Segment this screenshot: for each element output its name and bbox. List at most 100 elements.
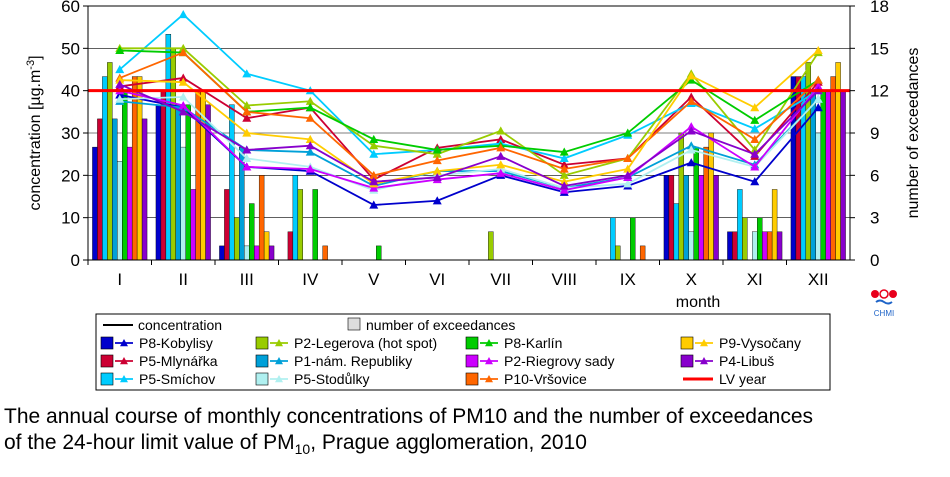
concentration-point — [559, 177, 569, 186]
concentration-point — [813, 45, 823, 55]
concentration-point — [178, 73, 188, 82]
legend-label: P10-Vršovice — [504, 371, 587, 387]
exceedance-bar — [258, 175, 265, 261]
x-tick-label: I — [117, 270, 122, 289]
y-tick-label: 50 — [61, 39, 80, 58]
legend-bar-swatch — [680, 354, 694, 368]
y2-tick-label: 3 — [870, 209, 879, 228]
concentration-point — [686, 141, 696, 150]
exceedance-bar — [673, 203, 680, 261]
caption-line-2: of the 24-hour limit value of PM10, Prag… — [4, 430, 944, 462]
concentration-point — [242, 162, 252, 171]
concentration-point — [178, 43, 188, 52]
concentration-point — [369, 134, 379, 143]
legend-label: concentration — [138, 317, 222, 333]
concentration-line — [119, 83, 819, 187]
exceedance-bar — [122, 90, 128, 261]
exceedance-bar — [249, 203, 255, 261]
x-tick-label: VII — [490, 270, 511, 289]
concentration-point — [178, 100, 188, 110]
concentration-point — [369, 177, 379, 186]
concentration-point — [242, 100, 252, 110]
concentration-point — [432, 149, 442, 158]
exceedance-bar — [683, 175, 689, 261]
concentration-point — [305, 164, 315, 173]
concentration-point — [559, 185, 569, 194]
y2-tick-label: 18 — [870, 0, 889, 16]
exceedance-bar — [752, 231, 758, 261]
concentration-point — [115, 90, 125, 99]
concentration-point — [432, 156, 442, 165]
legend-bar-swatch — [100, 354, 114, 368]
concentration-point — [623, 128, 633, 137]
concentration-point — [178, 107, 188, 116]
concentration-point — [686, 126, 696, 135]
exceedance-bar — [141, 118, 148, 261]
concentration-point — [750, 115, 760, 124]
exceedance-bar — [131, 76, 138, 261]
y2-tick-label: 0 — [870, 251, 879, 270]
x-tick-label: IV — [302, 270, 319, 289]
concentration-point — [813, 94, 823, 103]
concentration-point — [305, 96, 315, 105]
exceedance-bar — [703, 146, 709, 261]
x-tick-label: III — [240, 270, 254, 289]
y-tick-label: 20 — [61, 166, 80, 185]
concentration-point — [432, 145, 442, 154]
legend-label: P2-Riegrovy sady — [504, 353, 615, 369]
concentration-point — [432, 166, 442, 175]
concentration-point — [242, 113, 252, 122]
x-tick-label: X — [686, 270, 697, 289]
legend-bar-swatch — [465, 336, 479, 350]
concentration-point — [686, 71, 696, 80]
concentration-point — [750, 162, 760, 171]
y2-tick-label: 9 — [870, 124, 879, 143]
exceedance-bar — [185, 104, 191, 261]
exceedance-bar — [732, 231, 738, 261]
concentration-point — [750, 149, 760, 158]
exceedance-bar — [160, 90, 167, 261]
concentration-point — [686, 158, 696, 167]
exceedance-bar — [376, 245, 382, 261]
concentration-point — [305, 113, 315, 122]
legend-box — [95, 313, 831, 391]
concentration-line — [119, 49, 819, 185]
concentration-point — [496, 134, 506, 143]
exceedance-bar — [815, 132, 821, 261]
exceedance-bar — [287, 231, 294, 261]
exceedance-bar — [312, 189, 318, 261]
concentration-point — [115, 75, 125, 84]
concentration-point — [813, 81, 823, 91]
concentration-point — [115, 79, 125, 88]
concentration-point — [559, 153, 569, 162]
concentration-point — [242, 153, 252, 162]
exceedance-bar — [663, 175, 670, 261]
exceedance-bar — [766, 231, 773, 261]
logo-wave-icon — [875, 299, 893, 305]
exceedance-bar — [610, 217, 616, 261]
concentration-point — [369, 149, 379, 158]
y-tick-label: 40 — [61, 82, 80, 101]
exceedance-bar — [630, 217, 636, 261]
exceedance-bar — [117, 161, 123, 261]
exceedance-bar — [322, 245, 328, 261]
legend-bar-swatch — [255, 354, 269, 368]
y2-tick-label: 15 — [870, 39, 889, 58]
concentration-point — [496, 143, 506, 152]
concentration-point — [686, 145, 696, 154]
exceedance-bar — [175, 104, 181, 261]
legend-marker — [700, 357, 708, 365]
concentration-point — [496, 126, 506, 135]
caption-subscript: 10 — [294, 441, 311, 458]
exceedance-bar — [668, 175, 675, 261]
y-tick-label: 0 — [71, 251, 80, 270]
legend-bar-swatch — [100, 372, 114, 386]
concentration-point — [623, 179, 633, 188]
legend-marker — [120, 339, 128, 347]
exceedance-bar — [820, 90, 826, 261]
legend-label: P2-Legerova (hot spot) — [294, 335, 437, 351]
exceedance-bar — [219, 245, 225, 261]
exceedance-bar — [698, 175, 704, 261]
concentration-point — [115, 65, 125, 74]
